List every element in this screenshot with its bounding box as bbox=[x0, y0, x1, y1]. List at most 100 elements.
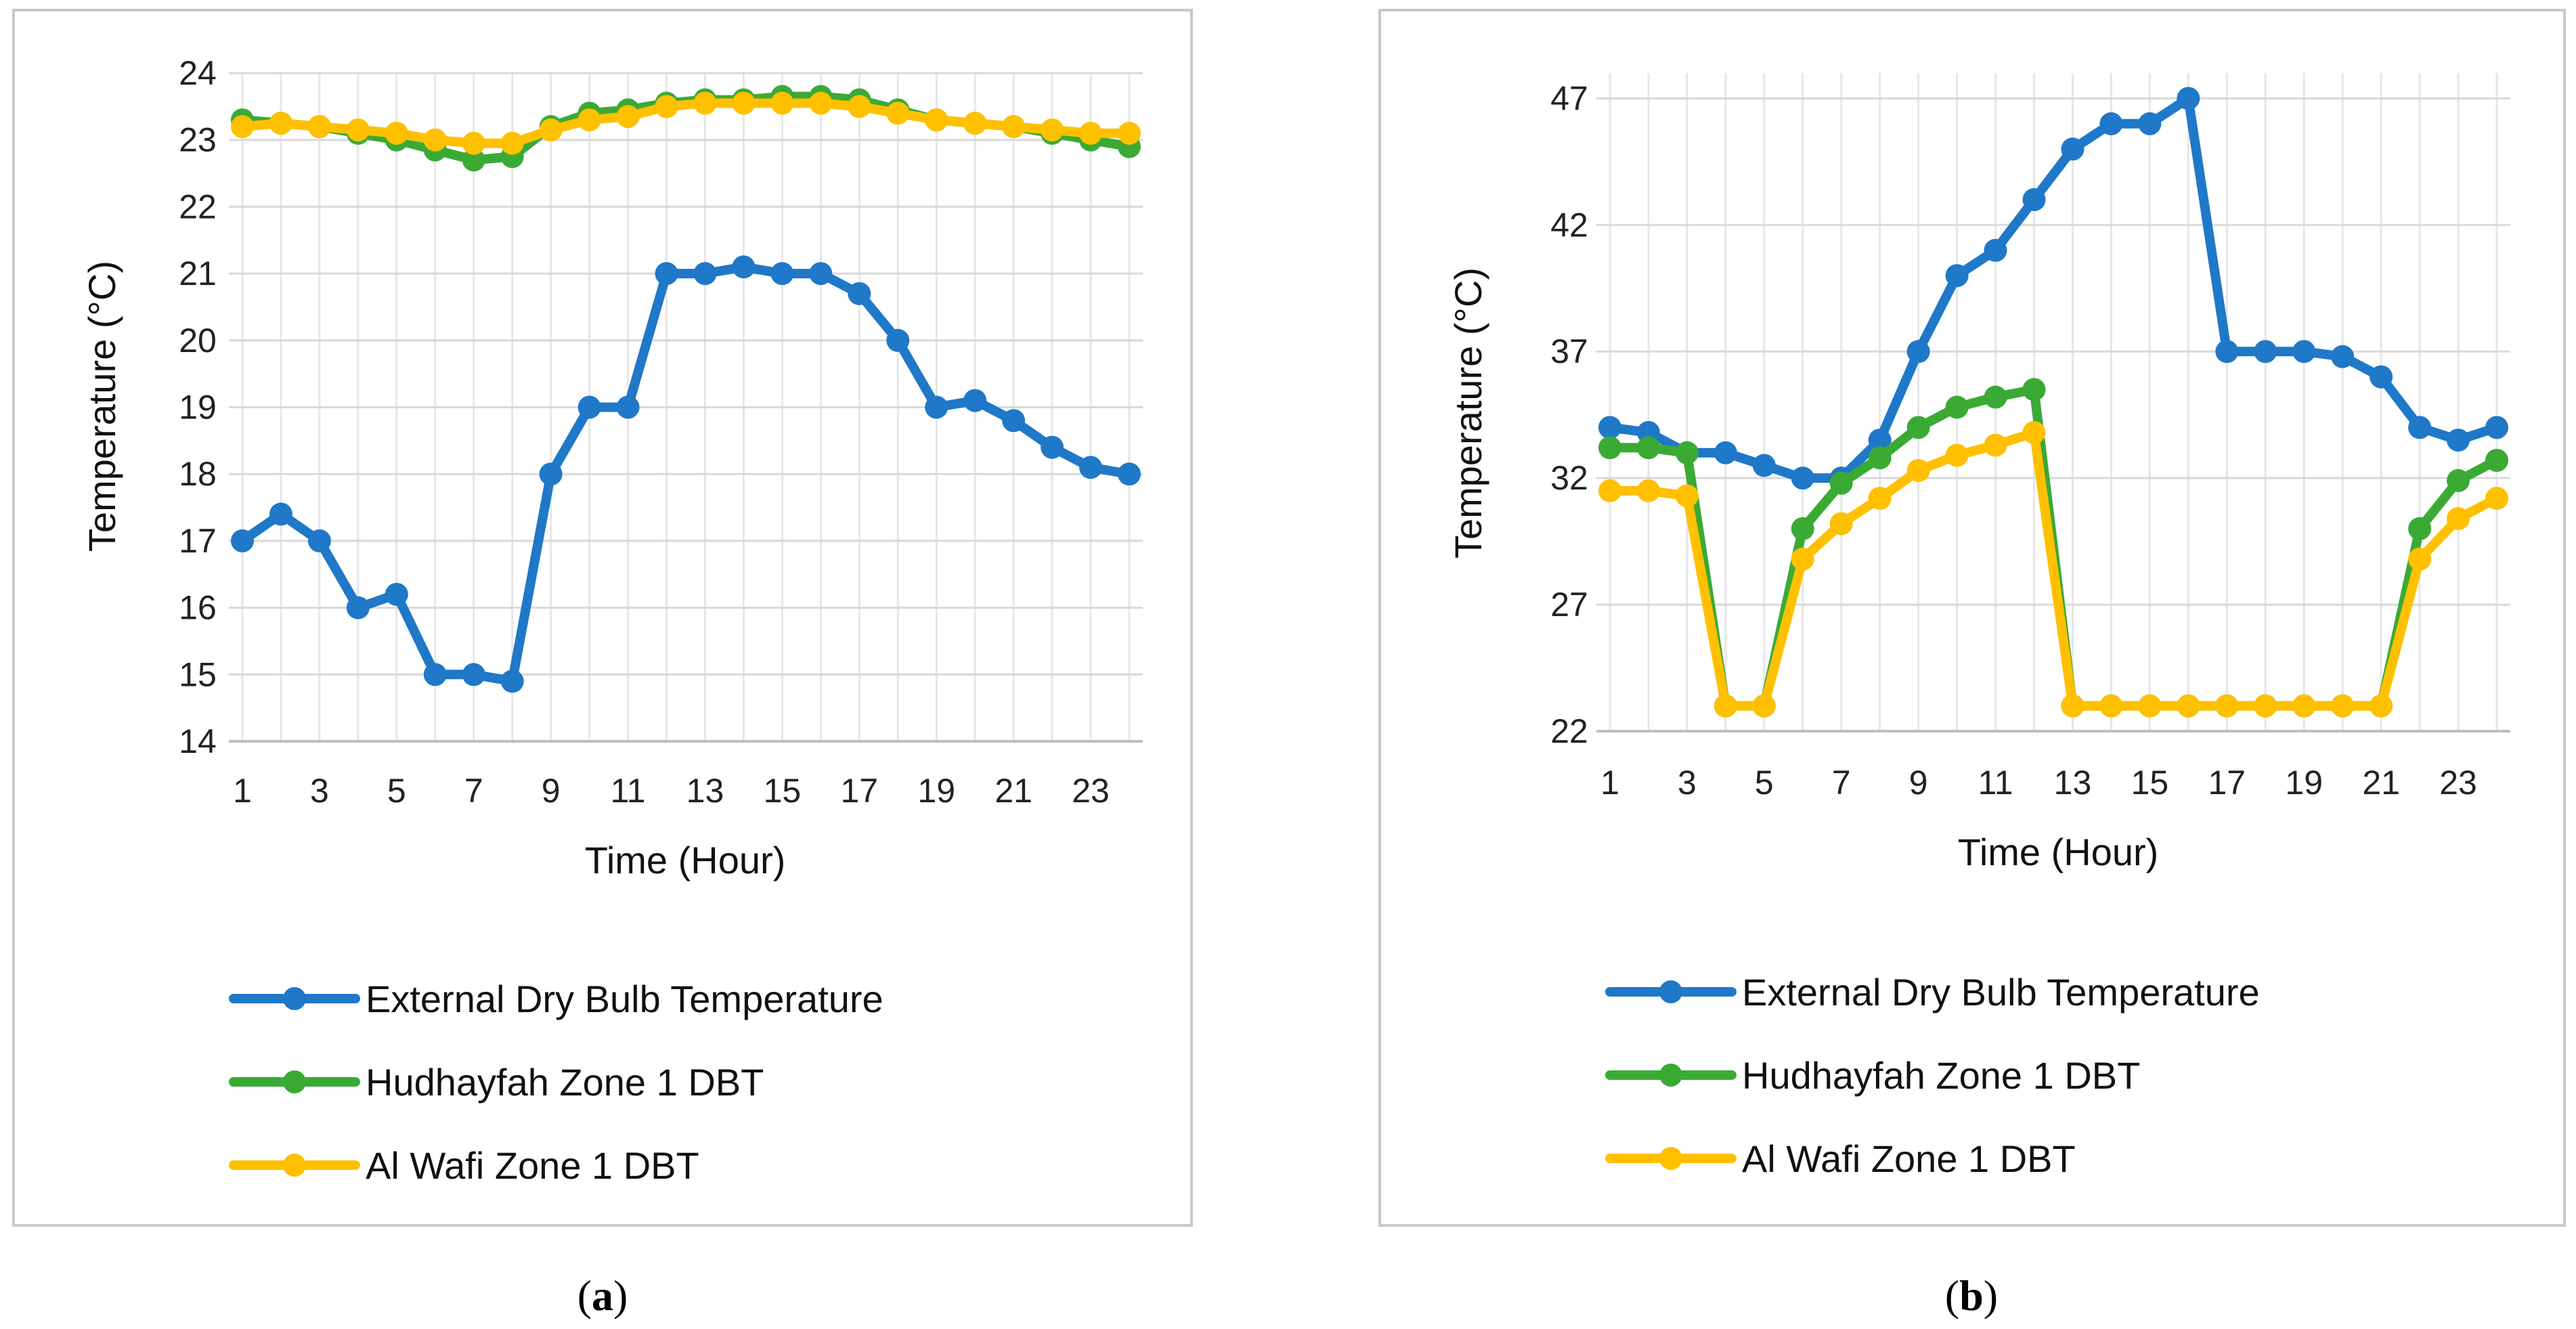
series-point bbox=[770, 262, 794, 286]
chart-frame-b bbox=[1378, 9, 2566, 1227]
series-point bbox=[2061, 694, 2084, 718]
series-point bbox=[1598, 416, 1621, 439]
x-tick-label: 19 bbox=[917, 772, 955, 810]
caption-a: (a) bbox=[577, 1271, 628, 1320]
series-point bbox=[2408, 416, 2432, 439]
series-point bbox=[925, 108, 948, 132]
series-point bbox=[269, 112, 292, 135]
series-point bbox=[231, 529, 254, 552]
series-point bbox=[732, 255, 756, 279]
series-point bbox=[963, 112, 987, 135]
series-point bbox=[1598, 479, 1621, 502]
legend-label: External Dry Bulb Temperature bbox=[366, 978, 883, 1020]
series-point bbox=[616, 105, 640, 129]
y-ticks-a: 14 15 16 17 18 19 20 21 22 23 24 bbox=[179, 54, 217, 760]
legend-label: Al Wafi Zone 1 DBT bbox=[1742, 1137, 2076, 1180]
legend-marker bbox=[1659, 980, 1682, 1003]
series-point bbox=[2485, 416, 2508, 439]
series-point bbox=[1984, 238, 2007, 262]
series-point bbox=[2177, 694, 2200, 718]
legend-label: Hudhayfah Zone 1 DBT bbox=[1742, 1054, 2140, 1097]
x-tick-label: 9 bbox=[542, 772, 561, 810]
series-point bbox=[1906, 340, 1930, 364]
y-tick-label: 14 bbox=[179, 722, 217, 760]
series-point bbox=[2138, 112, 2162, 135]
series-point bbox=[1713, 694, 1737, 718]
x-tick-label: 21 bbox=[2362, 764, 2400, 802]
x-tick-label: 17 bbox=[840, 772, 878, 810]
legend-label: Al Wafi Zone 1 DBT bbox=[366, 1144, 699, 1187]
series-point bbox=[1945, 264, 1969, 288]
series-point bbox=[1945, 395, 1969, 419]
series-b bbox=[1598, 87, 2508, 718]
series-point bbox=[1984, 385, 2007, 409]
series-point bbox=[770, 91, 794, 115]
x-tick-label: 15 bbox=[764, 772, 802, 810]
y-tick-label: 19 bbox=[179, 389, 217, 427]
series-point bbox=[385, 582, 408, 606]
series-point bbox=[2177, 87, 2200, 110]
y-tick-label: 18 bbox=[179, 455, 217, 493]
series-point bbox=[2331, 345, 2355, 368]
series-point bbox=[1002, 114, 1026, 138]
series-point bbox=[346, 596, 370, 619]
series-point bbox=[1118, 121, 1141, 145]
series-point bbox=[1791, 547, 1814, 571]
x-tick-label: 7 bbox=[464, 772, 483, 810]
series-point bbox=[2370, 694, 2393, 718]
x-tick-label: 23 bbox=[2439, 764, 2477, 802]
legend-marker bbox=[283, 987, 306, 1010]
x-tick-label: 3 bbox=[1678, 764, 1697, 802]
x-tick-label: 15 bbox=[2131, 764, 2169, 802]
y-tick-label: 23 bbox=[179, 121, 217, 159]
series-point bbox=[925, 395, 948, 419]
series-point bbox=[1598, 436, 1621, 460]
series-point bbox=[1791, 466, 1814, 490]
series-point bbox=[2138, 694, 2162, 718]
legend-label: External Dry Bulb Temperature bbox=[1742, 971, 2260, 1014]
series-point bbox=[1675, 441, 1699, 464]
series-point bbox=[655, 262, 678, 286]
y-tick-label: 21 bbox=[179, 255, 217, 292]
series-point bbox=[2447, 469, 2470, 492]
x-tick-label: 17 bbox=[2208, 764, 2246, 802]
x-tick-label: 9 bbox=[1909, 764, 1928, 802]
series-point bbox=[886, 102, 910, 125]
series-point bbox=[1041, 435, 1064, 459]
series-point bbox=[2254, 694, 2277, 718]
series-point bbox=[2061, 137, 2084, 161]
caption-a-letter: a bbox=[592, 1271, 613, 1320]
series-point bbox=[963, 389, 987, 412]
series-point bbox=[423, 128, 447, 152]
series-point bbox=[2485, 487, 2508, 510]
x-tick-label: 13 bbox=[2054, 764, 2092, 802]
series-point bbox=[693, 91, 717, 115]
x-tick-label: 11 bbox=[1978, 764, 2013, 802]
series-point bbox=[1079, 121, 1103, 145]
grid-b bbox=[1596, 73, 2510, 733]
series-point bbox=[1868, 429, 1892, 452]
series-point bbox=[2447, 429, 2470, 452]
y-axis-title-b: Temperature (°C) bbox=[1447, 267, 1489, 559]
series-point bbox=[539, 118, 563, 141]
x-axis-title-b: Time (Hour) bbox=[1958, 831, 2159, 873]
legend-marker bbox=[283, 1154, 306, 1177]
x-tick-label: 1 bbox=[1600, 764, 1619, 802]
series-point bbox=[231, 114, 254, 138]
series-point bbox=[577, 395, 601, 419]
series-point bbox=[616, 395, 640, 419]
x-tick-label: 21 bbox=[995, 772, 1032, 810]
legend-b: External Dry Bulb Temperature Hudhayfah Z… bbox=[1605, 971, 2260, 1180]
series-point bbox=[2408, 547, 2432, 571]
series-point bbox=[2215, 694, 2239, 718]
series-point bbox=[385, 121, 408, 145]
series-point bbox=[2099, 694, 2123, 718]
y-axis-title-a: Temperature (°C) bbox=[81, 261, 123, 552]
series-point bbox=[655, 95, 678, 118]
series-point bbox=[848, 282, 871, 305]
series-point bbox=[1002, 409, 1026, 433]
series-point bbox=[1791, 517, 1814, 540]
series-point bbox=[539, 462, 563, 486]
series-point bbox=[2370, 365, 2393, 389]
series-point bbox=[346, 118, 370, 141]
